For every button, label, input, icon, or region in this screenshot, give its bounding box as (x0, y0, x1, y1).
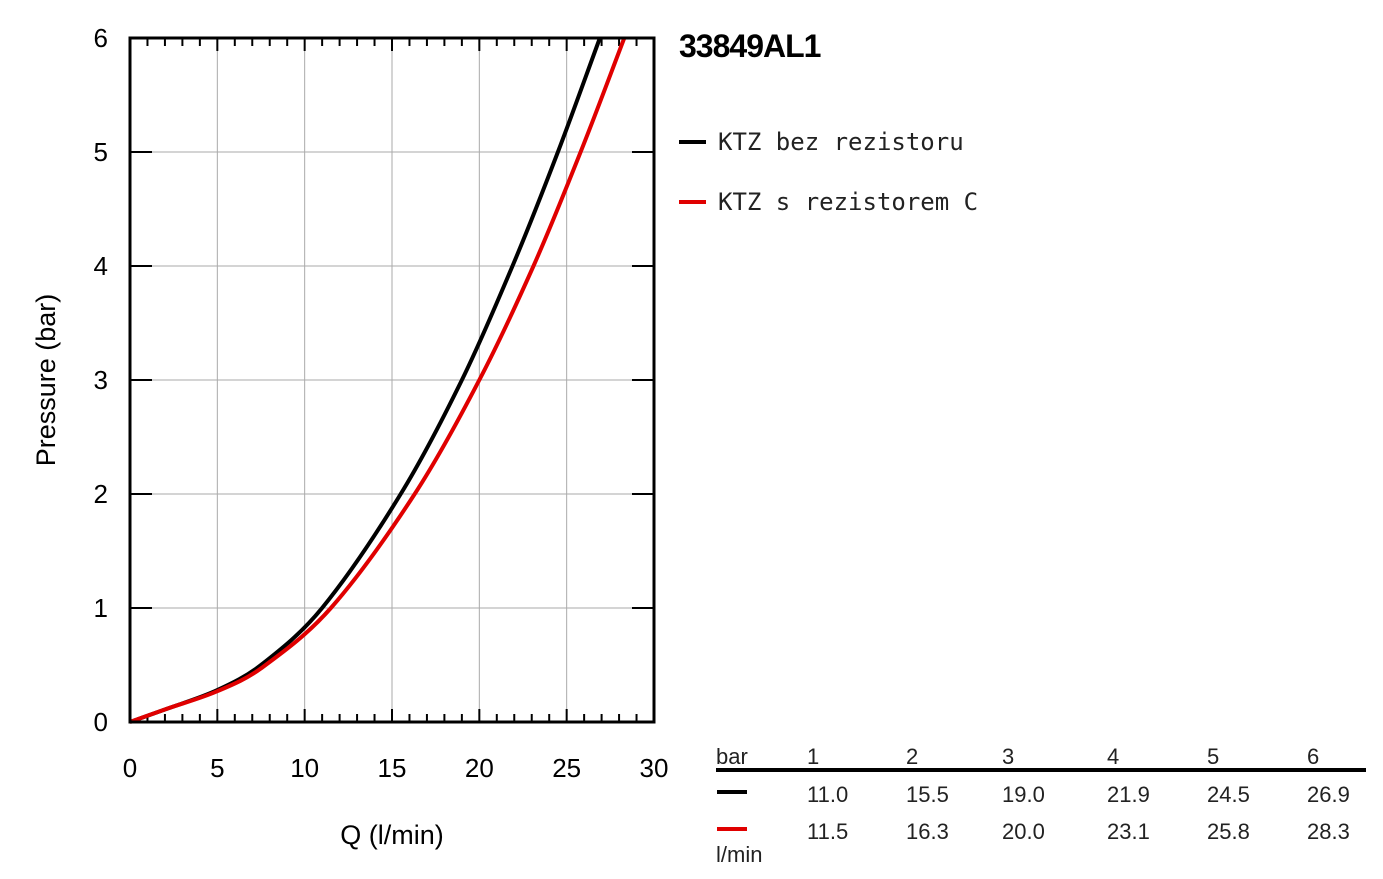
table-cell: 15.5 (906, 782, 949, 807)
table-cell: 23.1 (1107, 819, 1150, 844)
y-tick-label: 5 (94, 137, 108, 167)
x-tick-label: 30 (640, 753, 669, 783)
y-tick-label: 0 (94, 707, 108, 737)
chart-grid (130, 38, 654, 722)
table-header: 2 (906, 744, 919, 769)
table-cell: 19.0 (1002, 782, 1045, 807)
y-tick-label: 4 (94, 251, 108, 281)
chart-legend: KTZ bez rezistoru KTZ s rezistorem C (679, 112, 978, 232)
legend-swatch-black (679, 140, 706, 144)
plot-frame (128, 36, 656, 724)
x-axis-title: Q (l/min) (340, 820, 444, 850)
y-tick-label: 2 (94, 479, 108, 509)
table-header: 1 (807, 744, 820, 769)
table-cell: 24.5 (1207, 782, 1250, 807)
values-table: bar 1 2 3 4 5 6 11.0 15.5 19.0 21.9 24.5… (716, 742, 1366, 877)
x-tick-label: 20 (465, 753, 494, 783)
table-cell: 21.9 (1107, 782, 1150, 807)
x-tick-label: 15 (378, 753, 407, 783)
chart-series (129, 37, 627, 724)
table-cell: 16.3 (906, 819, 949, 844)
legend-swatch-red (679, 200, 706, 204)
table-row-unit: l/min (716, 842, 763, 867)
table-header: 5 (1207, 744, 1220, 769)
table-cell: 28.3 (1307, 819, 1350, 844)
y-axis-title: Pressure (bar) (31, 294, 61, 467)
table-cell: 26.9 (1307, 782, 1350, 807)
y-tick-label: 3 (94, 365, 108, 395)
table-cell: 11.0 (807, 782, 849, 807)
chart-title: 33849AL1 (679, 28, 821, 64)
table-row-swatch-red (717, 827, 747, 831)
legend-item-black: KTZ bez rezistoru (679, 112, 978, 172)
y-tick-label: 1 (94, 593, 108, 623)
legend-label: KTZ bez rezistoru (718, 128, 964, 156)
table-row-swatch-black (717, 790, 747, 794)
series-line-2 (129, 37, 627, 724)
table-rule (716, 768, 1366, 772)
x-tick-label: 0 (123, 753, 137, 783)
table-cell: 20.0 (1002, 819, 1045, 844)
x-tick-label: 25 (552, 753, 581, 783)
y-tick-label: 6 (94, 23, 108, 53)
table-header-unit: bar (716, 744, 748, 769)
table-header: 6 (1307, 744, 1320, 769)
x-tick-label: 5 (210, 753, 224, 783)
table-header: 4 (1107, 744, 1120, 769)
table-cell: 25.8 (1207, 819, 1250, 844)
legend-label: KTZ s rezistorem C (718, 188, 979, 216)
table-header: 3 (1002, 744, 1015, 769)
tick-labels: 0 5 10 15 20 25 30 0 1 2 3 4 5 6 (94, 23, 669, 783)
legend-item-red: KTZ s rezistorem C (679, 172, 978, 232)
table-cell: 11.5 (807, 819, 849, 844)
x-tick-label: 10 (290, 753, 319, 783)
